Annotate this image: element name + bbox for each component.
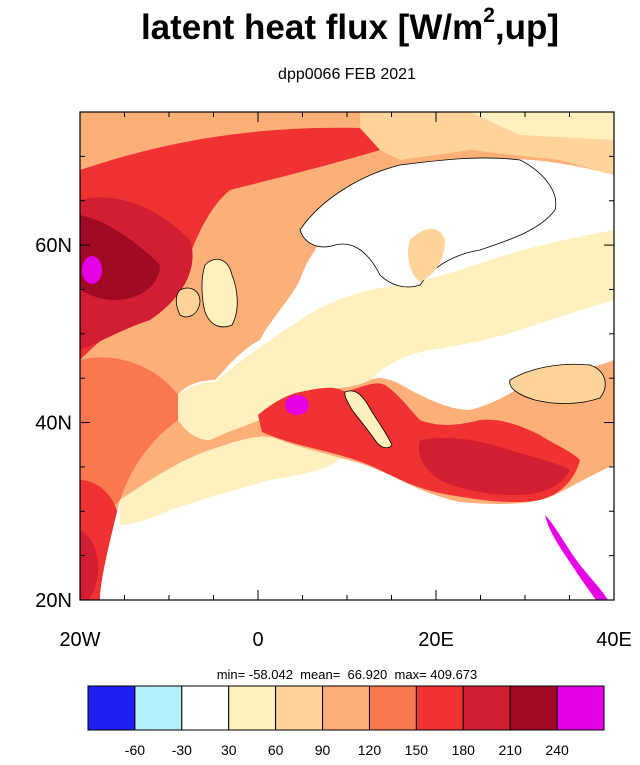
colorbar-box (275, 685, 324, 731)
max-flux-spot-atlantic (82, 256, 102, 284)
lat-tick-label: 40N (35, 413, 72, 435)
scandinavia (299, 157, 557, 288)
colorbar-box (322, 685, 370, 731)
colorbar-box (415, 685, 464, 731)
red-sea (545, 515, 608, 600)
british-isles (201, 258, 238, 328)
black-sea (509, 363, 606, 404)
colorbar-label: -60 (125, 742, 145, 758)
europe-land-lowflux (178, 230, 614, 440)
plot-subtitle: dpp0066 FEB 2021 (278, 66, 416, 83)
colorbar-box (181, 685, 230, 731)
lon-tick-labels: 20W 0 20E 40E (59, 629, 631, 651)
saharan-coastal-strip (120, 436, 340, 525)
colorbar-label: 240 (545, 742, 569, 758)
lat-tick-label: 60N (35, 235, 72, 257)
colorbar-box (509, 685, 558, 731)
colorbar-box (134, 685, 183, 731)
north-atlantic-max (80, 215, 160, 300)
colorbar-label: 150 (405, 742, 429, 758)
lon-tick-label: 40E (596, 629, 632, 651)
colorbar-box (87, 685, 136, 731)
colorbar-box (462, 685, 511, 731)
colorbar-labels: -60 -30 30 60 90 120 150 180 210 240 (125, 742, 569, 758)
mediterranean-east-core (418, 438, 570, 495)
lat-tick-label: 20N (35, 590, 72, 612)
atlantic-subtropic-core (80, 530, 99, 600)
lon-tick-label: 20W (59, 629, 100, 651)
stats-line: min= -58.042 mean= 66.920 max= 409.673 (216, 667, 478, 682)
italy (344, 390, 393, 449)
map-field (80, 112, 614, 600)
max-flux-spot-med (285, 395, 309, 415)
plot-title: latent heat flux [W/m2,up] (140, 4, 560, 47)
colorbar-label: 120 (358, 742, 382, 758)
baltic-sea (408, 228, 445, 282)
colorbar (87, 685, 605, 731)
colorbar-label: 90 (315, 742, 331, 758)
lon-tick-label: 20E (418, 629, 454, 651)
lon-tick-label: 0 (252, 629, 263, 651)
ireland (175, 287, 201, 318)
lat-tick-labels: 20N 40N 60N (35, 235, 72, 612)
map-ticks (79, 111, 615, 601)
north-atlantic-band (80, 127, 380, 360)
colorbar-label: -30 (172, 742, 192, 758)
arctic-lower-flux (470, 112, 614, 140)
colorbar-label: 60 (268, 742, 284, 758)
colorbar-label: 180 (452, 742, 476, 758)
colorbar-box (228, 685, 277, 731)
colorbar-box (368, 685, 417, 731)
colorbar-label: 210 (499, 742, 523, 758)
colorbar-label: 30 (221, 742, 237, 758)
colorbar-box (556, 685, 605, 731)
